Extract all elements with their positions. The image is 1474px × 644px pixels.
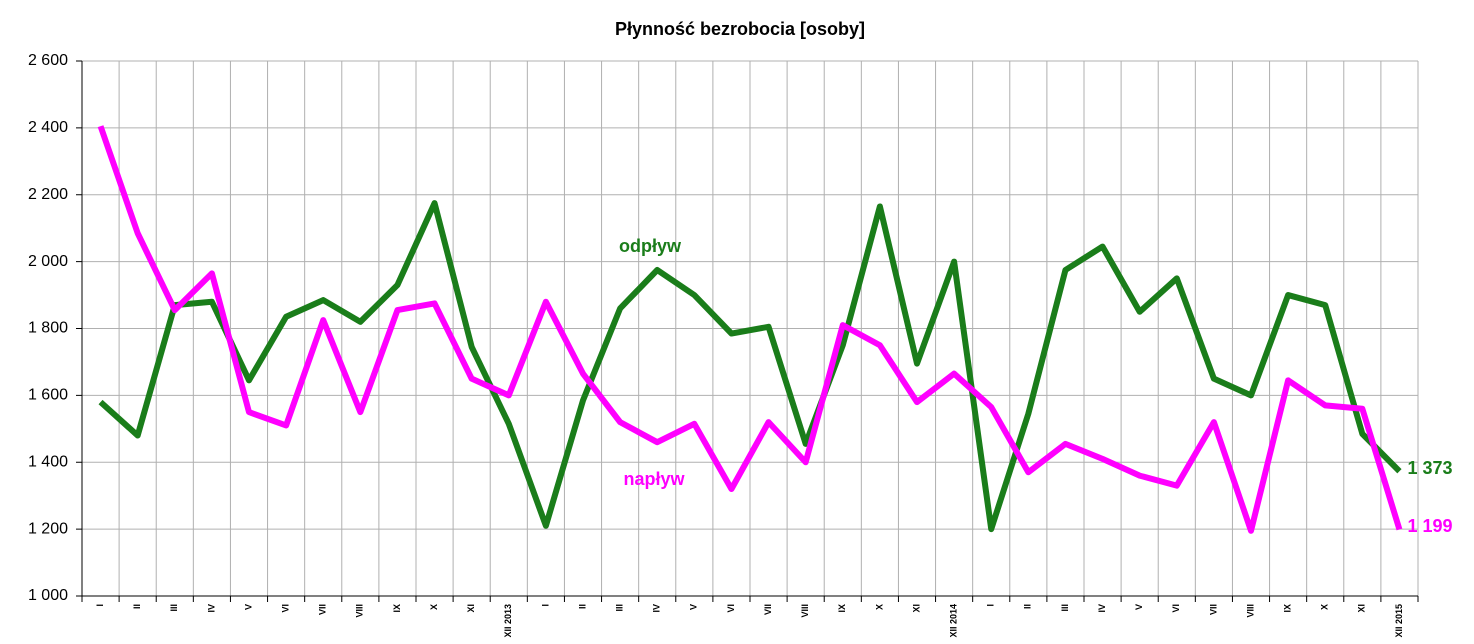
x-tick-label: III	[169, 604, 179, 612]
x-tick-label: X	[1320, 604, 1330, 610]
y-tick-label: 2 200	[28, 186, 68, 203]
x-tick-label: VI	[1171, 604, 1181, 613]
x-tick-label: VII	[1208, 604, 1218, 615]
x-tick-label: IV	[206, 604, 216, 613]
x-tick-label: VI	[280, 604, 290, 613]
x-tick-label: XII 2015	[1394, 604, 1404, 638]
x-tick-label: IV	[1097, 604, 1107, 613]
x-tick-label: XI	[466, 604, 476, 613]
x-tick-label: II	[577, 604, 587, 609]
x-tick-label: III	[614, 604, 624, 612]
x-tick-label: X	[874, 604, 884, 610]
x-tick-label: I	[540, 604, 550, 607]
x-tick-label: II	[132, 604, 142, 609]
x-tick-label: III	[1060, 604, 1070, 612]
x-tick-label: VIII	[355, 604, 365, 618]
series-label: odpływ	[619, 236, 682, 256]
y-tick-label: 2 400	[28, 119, 68, 136]
x-tick-label: IX	[837, 604, 847, 613]
x-tick-label: XII 2013	[503, 604, 513, 638]
y-tick-label: 1 800	[28, 320, 68, 337]
x-tick-label: IX	[392, 604, 402, 613]
x-tick-label: VII	[318, 604, 328, 615]
x-tick-label: IX	[1282, 604, 1292, 613]
chart-title: Płynność bezrobocia [osoby]	[615, 19, 865, 39]
x-tick-label: VI	[726, 604, 736, 613]
y-tick-label: 2 600	[28, 52, 68, 69]
x-tick-label: XII 2014	[948, 604, 958, 638]
x-tick-label: I	[95, 604, 105, 607]
x-tick-label: I	[986, 604, 996, 607]
y-tick-label: 1 600	[28, 387, 68, 404]
series-label: napływ	[623, 469, 685, 489]
y-tick-label: 1 000	[28, 587, 68, 604]
x-tick-label: XI	[1357, 604, 1367, 613]
x-tick-label: V	[689, 604, 699, 610]
y-tick-label: 2 000	[28, 253, 68, 270]
x-tick-label: X	[429, 604, 439, 610]
x-tick-label: V	[243, 604, 253, 610]
y-tick-label: 1 400	[28, 453, 68, 470]
x-tick-label: VIII	[800, 604, 810, 618]
value-label: 1 373	[1407, 458, 1452, 478]
value-label: 1 199	[1407, 516, 1452, 536]
x-tick-label: VIII	[1245, 604, 1255, 618]
series-line	[98, 200, 1402, 533]
y-tick-label: 1 200	[28, 520, 68, 537]
x-tick-label: XI	[911, 604, 921, 613]
series-line	[97, 125, 1403, 534]
x-tick-label: VII	[763, 604, 773, 615]
x-tick-label: V	[1134, 604, 1144, 610]
x-tick-label: II	[1023, 604, 1033, 609]
x-tick-label: IV	[652, 604, 662, 613]
